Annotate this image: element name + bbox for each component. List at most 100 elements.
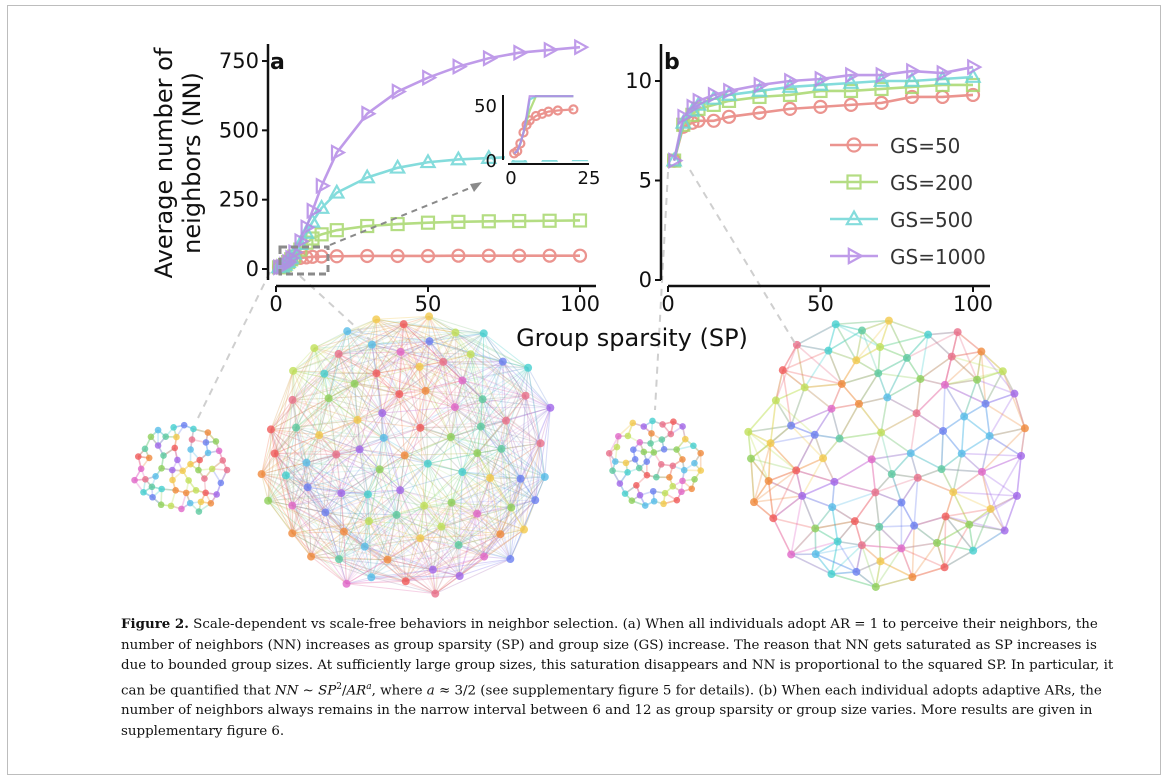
network-edge	[291, 492, 342, 534]
network-edge	[420, 537, 485, 558]
network-edge	[451, 478, 521, 504]
network-node	[292, 423, 301, 432]
network-edge	[790, 527, 816, 555]
network-edge	[387, 490, 401, 560]
data-point	[677, 108, 693, 126]
network-edge	[428, 315, 504, 363]
network-edge	[525, 367, 529, 396]
network-edge	[502, 361, 526, 397]
network-edge	[341, 492, 397, 516]
network-edge	[376, 318, 456, 334]
network-edge	[451, 502, 461, 577]
network-edge	[858, 396, 888, 405]
network-edge	[292, 399, 383, 414]
network-edge	[359, 412, 383, 450]
network-edge	[399, 393, 456, 408]
network-edge	[919, 334, 929, 380]
network-edge	[476, 452, 536, 501]
formula-exponent: a	[366, 682, 371, 692]
network-edge	[432, 558, 511, 571]
network-node	[458, 467, 467, 476]
network-edge	[442, 361, 456, 408]
network-edge	[747, 431, 770, 482]
network-edge	[343, 520, 370, 533]
data-point	[782, 87, 798, 103]
network-edge	[944, 491, 954, 517]
network-edge	[856, 560, 881, 573]
network-edge	[454, 332, 463, 381]
network-edge	[822, 438, 841, 459]
network-edge	[432, 556, 485, 571]
network-edge	[292, 505, 345, 533]
network-edge	[336, 454, 405, 456]
network-edge	[450, 436, 491, 479]
network-edge	[915, 378, 922, 414]
network-node	[800, 383, 809, 392]
network-edge	[952, 453, 963, 493]
network-edge	[540, 443, 546, 478]
network-node	[141, 445, 149, 453]
network-edge	[942, 384, 946, 431]
network-edge	[292, 532, 365, 548]
network-edge	[920, 378, 946, 386]
network-edge	[888, 319, 929, 336]
network-edge	[476, 478, 521, 515]
network-edge	[505, 407, 551, 422]
network-edge	[419, 340, 430, 367]
caption-label: Figure 2.	[121, 616, 189, 632]
network-edge	[261, 473, 342, 494]
network-node	[396, 486, 405, 495]
network-edge	[525, 395, 542, 444]
network-edge	[423, 471, 463, 507]
network-edge	[520, 395, 527, 479]
network-edge	[261, 473, 345, 533]
network-edge	[335, 419, 358, 455]
network-edge	[888, 320, 908, 359]
network-edge	[454, 332, 456, 408]
network-edge	[470, 353, 503, 363]
network-edge	[501, 448, 536, 501]
network-edge	[501, 367, 529, 449]
network-node	[629, 419, 637, 427]
network-edge	[443, 353, 471, 363]
network-node	[454, 541, 463, 550]
network-edge	[891, 473, 918, 479]
network-edge	[455, 332, 529, 369]
network-edge	[291, 533, 312, 557]
network-edge	[942, 430, 963, 455]
network-edge	[341, 492, 397, 516]
network-node	[202, 439, 210, 446]
network-edge	[338, 520, 370, 560]
network-edge	[451, 442, 541, 504]
network-edge	[440, 502, 452, 527]
network-edge	[451, 502, 478, 515]
network-edge	[398, 393, 452, 438]
network-edge	[292, 399, 337, 455]
network-edge	[375, 319, 402, 353]
network-edge	[425, 390, 452, 438]
network-edge	[509, 507, 512, 560]
network-edge	[370, 537, 421, 578]
network-edge	[367, 493, 425, 507]
network-edge	[419, 366, 456, 408]
data-point	[706, 113, 721, 128]
network-edge	[470, 354, 484, 400]
network-edge	[310, 454, 337, 557]
network-edge	[403, 323, 444, 363]
network-edge	[291, 427, 297, 506]
network-edge	[328, 397, 358, 421]
network-edge	[328, 397, 381, 470]
network-edge	[505, 420, 546, 478]
network-edge	[295, 397, 330, 428]
network-edge	[753, 501, 774, 519]
network-edge	[831, 506, 856, 522]
network-edge	[462, 367, 529, 382]
network-edge	[483, 332, 529, 369]
network-edge	[432, 558, 511, 571]
network-edge	[405, 533, 501, 582]
network-node	[204, 449, 212, 457]
network-edge	[976, 351, 983, 380]
network-edge	[470, 333, 485, 355]
network-edge	[1003, 495, 1018, 531]
network-edge	[387, 559, 433, 571]
